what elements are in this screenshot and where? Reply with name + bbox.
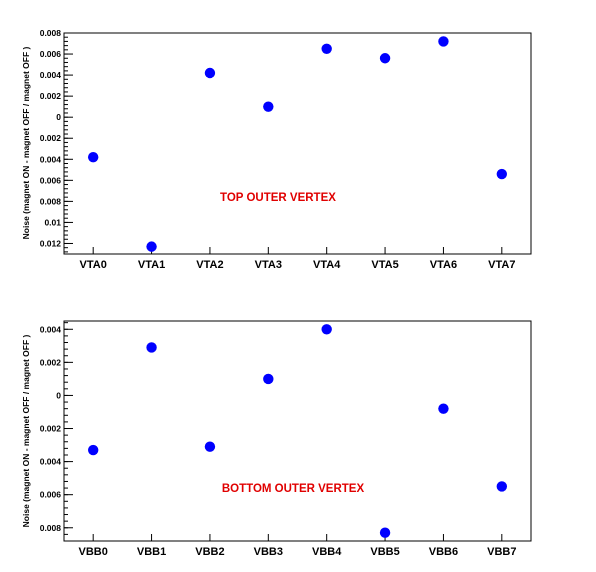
- x-tick-label: VTA3: [255, 259, 282, 271]
- data-point: [496, 168, 508, 180]
- x-tick-label: VTA4: [313, 259, 341, 271]
- y-tick-label: 0.008: [40, 28, 62, 38]
- y-tick-label: 0.008: [40, 196, 62, 206]
- y-tick-label: 0.004: [40, 457, 62, 467]
- data-point: [204, 67, 216, 79]
- data-point: [204, 441, 216, 452]
- y-tick-label: 0.01: [44, 217, 61, 227]
- y-axis-label: Noise (magnet ON - magnet OFF / magnet O…: [21, 46, 31, 239]
- y-tick-label: 0.002: [40, 424, 62, 434]
- data-point: [263, 101, 274, 112]
- y-tick-label: 0: [56, 390, 61, 400]
- data-point: [263, 373, 274, 385]
- data-point: [321, 324, 332, 335]
- x-tick-label: VTA6: [430, 259, 457, 271]
- data-point: [379, 53, 391, 64]
- x-tick-label: VBB3: [254, 546, 283, 558]
- y-tick-label: 0.002: [40, 91, 62, 101]
- panel-annotation: BOTTOM OUTER VERTEX: [222, 483, 365, 495]
- x-tick-label: VBB5: [370, 546, 399, 558]
- y-tick-label: 0.004: [40, 70, 62, 80]
- x-tick-label: VTA5: [371, 259, 398, 271]
- y-tick-label: 0.006: [40, 490, 62, 500]
- x-tick-label: VBB4: [312, 546, 342, 558]
- x-tick-label: VTA2: [196, 259, 223, 271]
- data-point: [146, 241, 157, 252]
- data-point: [438, 36, 449, 47]
- data-point: [438, 403, 449, 414]
- y-tick-label: 0.002: [40, 133, 62, 143]
- data-point: [321, 43, 332, 54]
- y-tick-label: 0.002: [40, 357, 62, 367]
- data-point: [146, 342, 157, 353]
- x-tick-label: VTA1: [138, 259, 165, 271]
- x-tick-label: VBB7: [487, 546, 516, 558]
- x-tick-label: VBB1: [137, 546, 166, 558]
- data-point: [379, 527, 391, 538]
- y-tick-label: 0.012: [40, 238, 62, 248]
- x-tick-label: VBB6: [429, 546, 458, 558]
- y-tick-label: 0.006: [40, 175, 62, 185]
- x-tick-label: VBB0: [79, 546, 108, 558]
- chart-panel-0: 0.008 0.006 0.004 0.002 0 0.002 0.004 0.006 0.00…: [21, 28, 532, 271]
- data-point: [87, 444, 99, 456]
- y-tick-label: 0.008: [40, 523, 62, 533]
- data-point: [87, 151, 99, 163]
- x-tick-label: VTA7: [488, 259, 515, 271]
- y-axis-label: Noise (magnet ON - magnet OFF / magnet O…: [21, 334, 31, 527]
- plot-frame: [63, 320, 532, 542]
- y-tick-label: 0: [56, 112, 61, 122]
- chart-panel-1: 0.004 0.002 0 0.002 0.004 0.006 0.008 VBB0 VBB1 V…: [21, 320, 532, 558]
- y-tick-label: 0.004: [40, 154, 62, 164]
- plot-frame: [63, 32, 532, 255]
- x-tick-label: VBB2: [195, 546, 224, 558]
- panel-annotation: TOP OUTER VERTEX: [220, 192, 336, 204]
- x-tick-label: VTA0: [80, 259, 107, 271]
- y-tick-label: 0.004: [40, 324, 62, 334]
- y-tick-label: 0.006: [40, 49, 62, 59]
- data-point: [496, 481, 508, 492]
